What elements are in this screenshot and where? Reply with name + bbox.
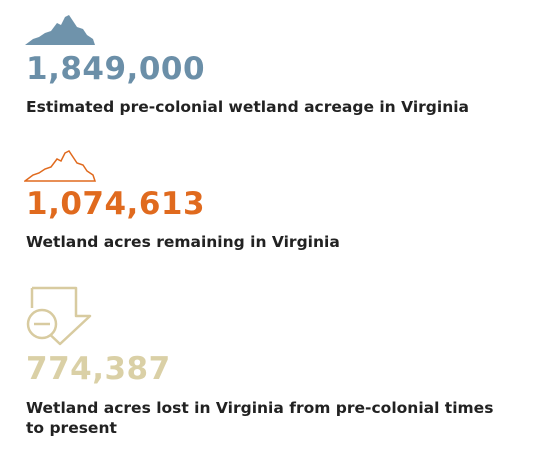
stat-value: 1,849,000 bbox=[26, 51, 206, 87]
stat-value: 774,387 bbox=[26, 351, 171, 387]
virginia-outline-icon bbox=[24, 150, 96, 182]
stat-value: 1,074,613 bbox=[26, 186, 206, 222]
loss-arrow-icon bbox=[26, 286, 92, 346]
stat-label: Wetland acres remaining in Virginia bbox=[26, 233, 340, 251]
stat-label: Wetland acres lost in Virginia from pre-… bbox=[26, 399, 494, 437]
stat-label: Estimated pre-colonial wetland acreage i… bbox=[26, 98, 470, 116]
virginia-filled-icon bbox=[25, 15, 95, 45]
